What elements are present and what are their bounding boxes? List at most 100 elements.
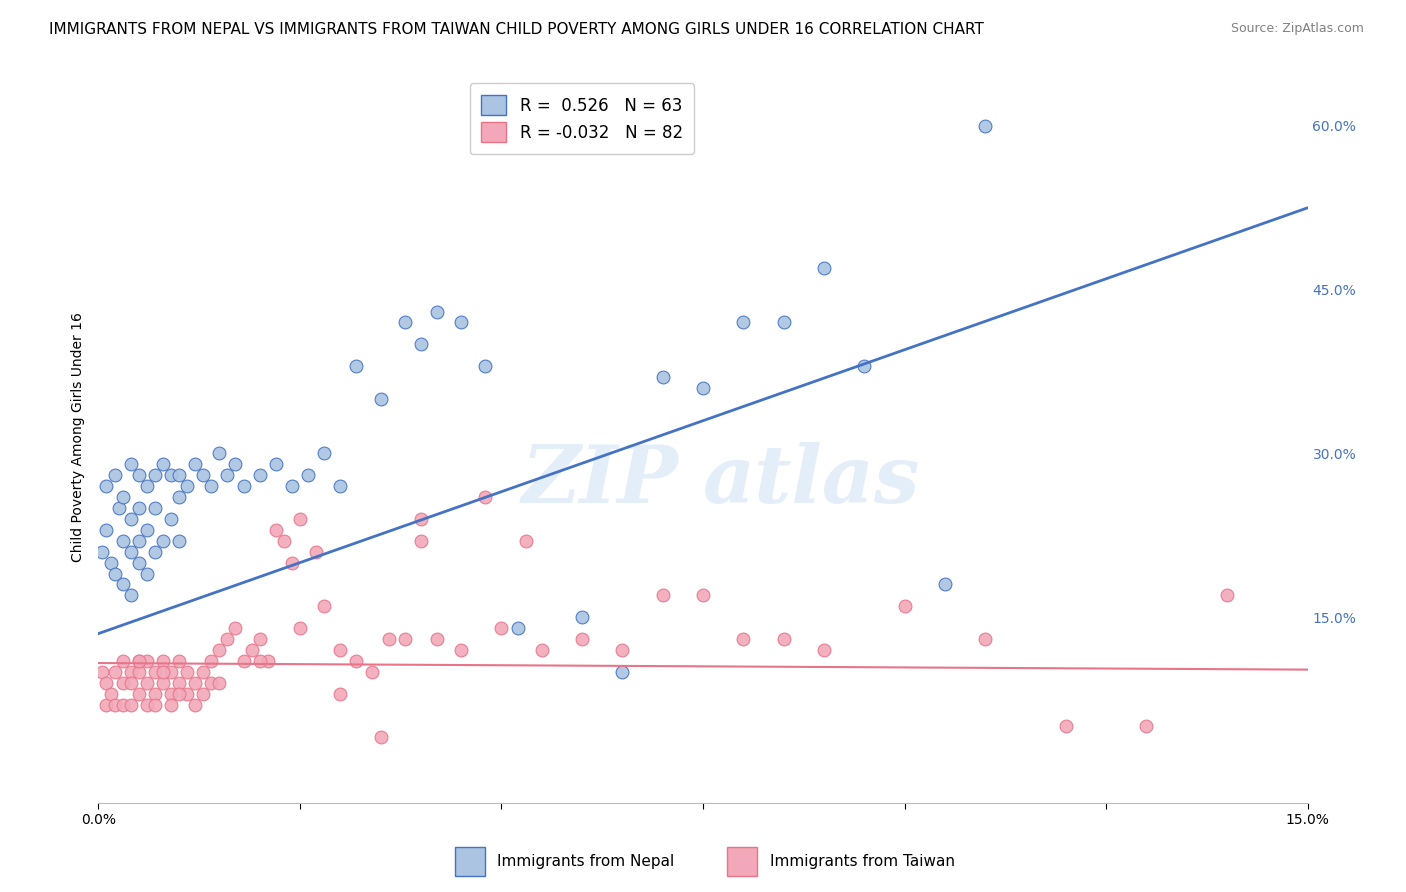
Point xyxy=(103,468,125,483)
Y-axis label: Child Poverty Among Girls Under 16: Child Poverty Among Girls Under 16 xyxy=(70,312,84,562)
Point xyxy=(160,687,183,701)
Point xyxy=(297,468,319,483)
Point xyxy=(361,665,384,679)
Point xyxy=(249,632,271,646)
Point xyxy=(288,621,311,635)
Point xyxy=(224,458,246,472)
Point xyxy=(143,468,166,483)
Point xyxy=(733,315,755,329)
Point xyxy=(152,533,174,548)
Point xyxy=(409,512,432,526)
Point xyxy=(249,654,271,668)
Point xyxy=(111,654,134,668)
Point xyxy=(208,675,231,690)
Point xyxy=(152,665,174,679)
Point xyxy=(208,446,231,460)
Point xyxy=(103,566,125,581)
Point xyxy=(409,533,432,548)
Point xyxy=(128,468,150,483)
Point xyxy=(160,512,183,526)
Point xyxy=(128,654,150,668)
Point xyxy=(329,479,352,493)
Legend: R =  0.526   N = 63, R = -0.032   N = 82: R = 0.526 N = 63, R = -0.032 N = 82 xyxy=(470,83,695,154)
Point xyxy=(135,675,157,690)
Point xyxy=(135,654,157,668)
Point xyxy=(91,545,114,559)
Point xyxy=(974,632,997,646)
Point xyxy=(152,458,174,472)
Point xyxy=(176,687,198,701)
Text: Source: ZipAtlas.com: Source: ZipAtlas.com xyxy=(1230,22,1364,36)
Point xyxy=(184,675,207,690)
Point xyxy=(111,698,134,712)
Point xyxy=(135,566,157,581)
Point xyxy=(193,665,215,679)
Point xyxy=(249,468,271,483)
Point xyxy=(160,665,183,679)
Point xyxy=(143,698,166,712)
Point xyxy=(120,588,142,602)
Point xyxy=(893,599,915,614)
Point xyxy=(143,665,166,679)
Point xyxy=(409,337,432,351)
Point xyxy=(167,490,190,504)
Point xyxy=(152,675,174,690)
Point xyxy=(571,632,593,646)
Point xyxy=(314,599,336,614)
Point xyxy=(184,458,207,472)
Point xyxy=(1054,719,1077,733)
Point xyxy=(103,665,125,679)
Point xyxy=(733,632,755,646)
Point xyxy=(193,687,215,701)
Point xyxy=(128,654,150,668)
Point xyxy=(344,654,367,668)
Point xyxy=(506,621,529,635)
Point xyxy=(394,315,416,329)
Point xyxy=(167,468,190,483)
Point xyxy=(450,643,472,657)
Point xyxy=(100,556,122,570)
Point xyxy=(152,654,174,668)
Point xyxy=(240,643,263,657)
Point xyxy=(100,687,122,701)
Point xyxy=(224,621,246,635)
Point xyxy=(167,675,190,690)
Point xyxy=(651,588,673,602)
Point xyxy=(344,359,367,373)
Point xyxy=(974,119,997,133)
Point xyxy=(128,501,150,516)
Point xyxy=(530,643,553,657)
Point xyxy=(772,632,794,646)
Point xyxy=(1216,588,1239,602)
Text: Immigrants from Nepal: Immigrants from Nepal xyxy=(498,854,675,869)
Point xyxy=(91,665,114,679)
Point xyxy=(370,392,392,406)
Text: Immigrants from Taiwan: Immigrants from Taiwan xyxy=(769,854,955,869)
Point xyxy=(135,523,157,537)
Point xyxy=(120,675,142,690)
Text: ZIP: ZIP xyxy=(522,442,679,520)
Point xyxy=(264,523,287,537)
Point xyxy=(160,468,183,483)
Point xyxy=(193,468,215,483)
Point xyxy=(120,512,142,526)
Bar xyxy=(456,847,485,876)
Point xyxy=(571,610,593,624)
Point xyxy=(96,698,118,712)
Point xyxy=(103,698,125,712)
Point xyxy=(813,643,835,657)
Point xyxy=(167,687,190,701)
Point xyxy=(111,533,134,548)
Point xyxy=(96,523,118,537)
Point xyxy=(314,446,336,460)
Point xyxy=(377,632,399,646)
Point xyxy=(612,643,634,657)
Point xyxy=(651,370,673,384)
Point xyxy=(167,533,190,548)
Point xyxy=(128,533,150,548)
Point xyxy=(426,632,449,646)
Point xyxy=(135,698,157,712)
Point xyxy=(120,665,142,679)
Point xyxy=(772,315,794,329)
Point xyxy=(128,687,150,701)
